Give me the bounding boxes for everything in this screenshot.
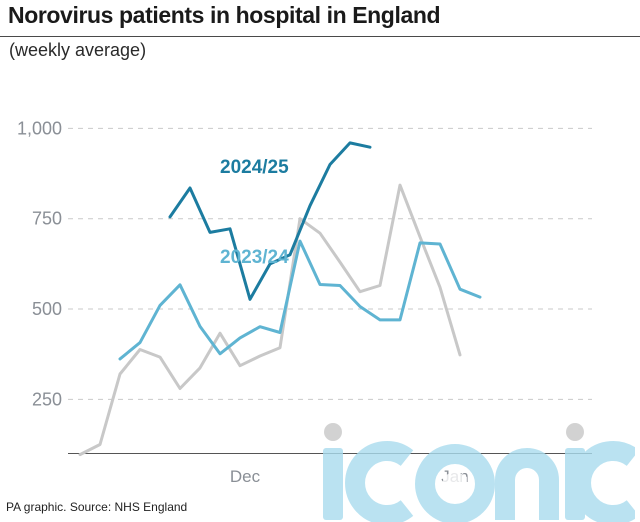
x-tick-label: Dec xyxy=(230,467,261,486)
series-label-2023-24: 2023/24 xyxy=(220,247,289,268)
series-lines xyxy=(78,141,482,457)
y-tick-label: 750 xyxy=(32,209,62,229)
series-line-2022-23 xyxy=(78,183,462,457)
chart-title: Norovirus patients in hospital in Englan… xyxy=(8,2,441,28)
y-tick-label: 250 xyxy=(32,389,62,409)
x-axis: DecJanFebMar xyxy=(68,453,592,486)
chart-subtitle: (weekly average) xyxy=(9,40,147,60)
y-tick-label: 1,000 xyxy=(17,118,62,138)
source-note: PA graphic. Source: NHS England xyxy=(6,500,188,514)
series-line-2024-25 xyxy=(168,141,372,301)
series-label-2024-25: 2024/25 xyxy=(220,157,289,178)
title-divider xyxy=(0,36,640,37)
series-line-2023-24 xyxy=(118,239,482,361)
x-tick-label: Jan xyxy=(441,467,468,486)
y-axis-ticks: 250 500 750 1,000 xyxy=(17,118,62,409)
grid-lines xyxy=(68,127,592,400)
y-tick-label: 500 xyxy=(32,299,62,319)
